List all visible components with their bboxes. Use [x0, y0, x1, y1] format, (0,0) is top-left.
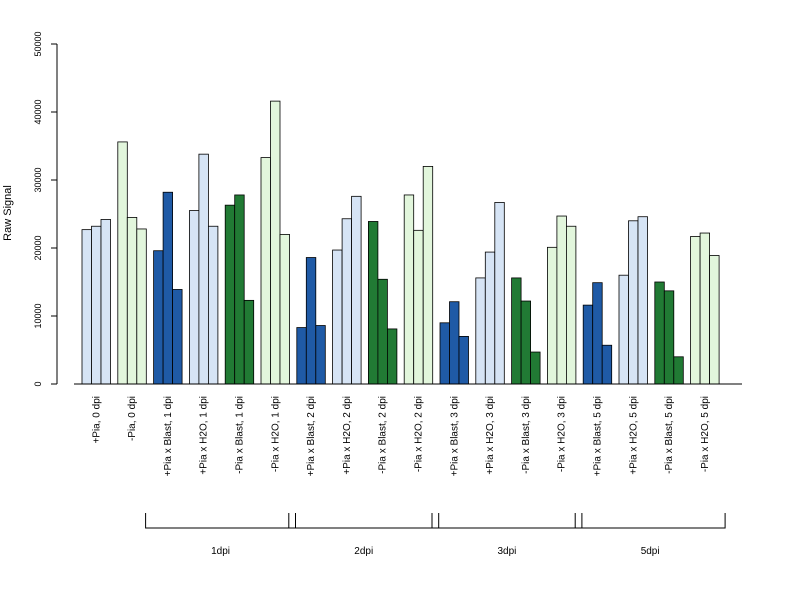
bar [224, 204, 236, 385]
bar [618, 274, 629, 385]
x-tick-label: +Pia x Blast, 2 dpi [306, 396, 317, 476]
bar [162, 191, 174, 385]
bar [136, 228, 147, 385]
bar [386, 328, 398, 385]
bar [566, 225, 577, 385]
bar [260, 157, 271, 385]
bar [628, 220, 639, 385]
x-tick-label: -Pia x Blast, 1 dpi [234, 396, 245, 474]
y-tick-label: 50000 [33, 31, 43, 56]
group-bracket [145, 513, 296, 529]
bar [547, 246, 558, 385]
bar [511, 277, 522, 385]
bar [172, 289, 183, 385]
bar [520, 300, 531, 385]
bar [663, 290, 675, 385]
bar [699, 232, 710, 385]
x-tick-label: +Pia x H2O, 3 dpi [485, 396, 496, 475]
bar [413, 229, 424, 385]
bar [367, 221, 379, 385]
x-tick-label: +Pia x Blast, 5 dpi [592, 396, 603, 476]
bar [377, 278, 388, 385]
group-label: 2dpi [354, 546, 373, 557]
y-tick-label: 40000 [33, 99, 43, 124]
x-tick-label: -Pia x H2O, 5 dpi [700, 396, 711, 472]
bar [556, 215, 567, 385]
y-tick-label: 10000 [33, 303, 43, 328]
group-label: 3dpi [497, 546, 516, 557]
x-tick-label: +Pia x Blast, 3 dpi [449, 396, 460, 476]
bar [458, 335, 469, 385]
x-tick-label: -Pia, 0 dpi [127, 396, 138, 441]
bars [81, 100, 720, 385]
y-tick-label: 30000 [33, 167, 43, 192]
bar [494, 202, 505, 385]
bar [654, 281, 665, 385]
x-tick-label: +Pia x Blast, 1 dpi [163, 396, 174, 476]
x-tick-label: -Pia x Blast, 5 dpi [664, 396, 675, 474]
bar [637, 216, 648, 385]
bar [484, 251, 496, 385]
group-bracket [574, 513, 726, 529]
x-tick-label: +Pia x H2O, 5 dpi [628, 396, 639, 475]
bar [332, 249, 343, 385]
x-tick-label: +Pia, 0 dpi [91, 396, 102, 444]
bar [126, 216, 138, 385]
x-tick-label: +Pia x H2O, 1 dpi [199, 396, 210, 475]
x-tick-label: -Pia x H2O, 3 dpi [557, 396, 568, 472]
y-axis: 0 10000 20000 30000 40000 50000 [33, 31, 58, 387]
bar [530, 351, 541, 385]
group-bracket [431, 513, 583, 529]
bar [341, 218, 353, 385]
x-tick-label: -Pia x Blast, 3 dpi [521, 396, 532, 474]
y-axis-label: Raw Signal [2, 185, 14, 241]
y-tick-label: 0 [33, 381, 43, 386]
y-tick-label: 20000 [33, 235, 43, 260]
bar [601, 344, 613, 385]
bar [234, 194, 245, 385]
bar [439, 322, 450, 385]
bar [207, 225, 219, 385]
bar [188, 210, 200, 385]
bar [100, 219, 111, 385]
bar [117, 141, 128, 385]
bar [305, 257, 317, 385]
bar [296, 327, 307, 385]
bar [198, 153, 209, 385]
x-tick-label: +Pia x H2O, 2 dpi [342, 396, 353, 475]
bar [673, 356, 684, 385]
bar [279, 233, 290, 385]
x-tick-label: -Pia x H2O, 1 dpi [270, 396, 281, 472]
group-label: 5dpi [641, 546, 660, 557]
dpi-group-brackets: 1dpi 2dpi 3dpi 5dpi [145, 513, 726, 557]
bar [582, 304, 594, 385]
bar [690, 236, 701, 385]
x-tick-labels: +Pia, 0 dpi -Pia, 0 dpi +Pia x Blast, 1 dp… [91, 396, 711, 476]
bar [81, 229, 92, 385]
bar [592, 282, 603, 385]
group-label: 1dpi [211, 546, 230, 557]
bar [475, 277, 486, 385]
x-tick-label: -Pia x Blast, 2 dpi [378, 396, 389, 474]
bar [315, 325, 326, 385]
bar [449, 301, 460, 385]
bar [243, 299, 255, 385]
bar [91, 225, 102, 385]
bar [422, 165, 434, 385]
bar [709, 255, 720, 385]
bar [270, 100, 281, 385]
bar [153, 250, 164, 385]
bar [403, 194, 415, 385]
x-tick-label: -Pia x H2O, 2 dpi [413, 396, 424, 472]
group-bracket [288, 513, 440, 529]
bar [351, 195, 362, 385]
